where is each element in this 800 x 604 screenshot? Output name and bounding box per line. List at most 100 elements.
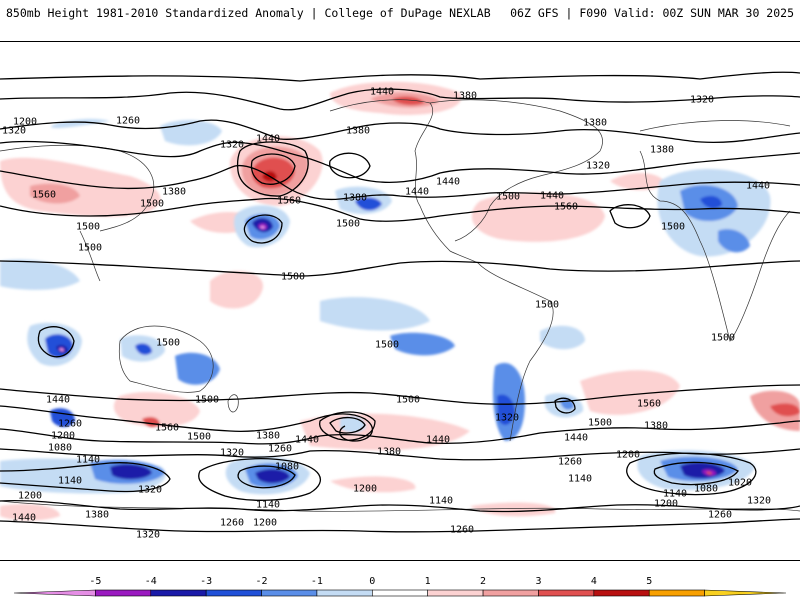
contour-label: 1320 (747, 496, 771, 507)
contour-label: 1140 (58, 476, 82, 487)
colorbar-tick-label: 1 (425, 576, 431, 587)
contour-label: 1320 (2, 126, 26, 137)
colorbar-segment (593, 589, 650, 597)
contour-label: 1500 (187, 432, 211, 443)
contour-label: 1440 (295, 435, 319, 446)
map-panel: 1440 1380 1320 1200 1320 1260 1380 1380 1440 1320… (0, 41, 800, 561)
contour-label: 1500 (661, 222, 685, 233)
contour-label: 1440 (370, 87, 394, 98)
contour-label: 1260 (58, 419, 82, 430)
colorbar-tick-label: -2 (256, 576, 268, 587)
contour-label: 1080 (275, 462, 299, 473)
colorbar-tick-label: 2 (480, 576, 486, 587)
contour-label: 1500 (195, 395, 219, 406)
contour-label: 1320 (220, 140, 244, 151)
contour-label: 1320 (690, 95, 714, 106)
colorbar-segment (150, 589, 207, 597)
contour-label: 1560 (155, 423, 179, 434)
contour-label: 1380 (85, 510, 109, 521)
contour-label: 1320 (220, 448, 244, 459)
contour-label: 1500 (375, 340, 399, 351)
contour-label: 1380 (162, 187, 186, 198)
coastlines (0, 99, 800, 512)
contour-label: 1440 (746, 181, 770, 192)
colorbar-segment (427, 589, 484, 597)
contour-label: 1380 (346, 126, 370, 137)
contour-label: 1320 (495, 413, 519, 424)
positive-anomaly-shading (0, 81, 800, 521)
colorbar-segment (13, 589, 96, 597)
contour-label: 1560 (32, 190, 56, 201)
contour-label: 1440 (564, 433, 588, 444)
contour-label: 1140 (256, 500, 280, 511)
contour-label: 1500 (396, 395, 420, 406)
colorbar-tick-label: -3 (200, 576, 212, 587)
contour-label: 1200 (51, 431, 75, 442)
contour-label: 1200 (13, 117, 37, 128)
contour-label: 1260 (220, 518, 244, 529)
colorbar-tick-label: 4 (591, 576, 597, 587)
contour-label: 1380 (343, 193, 367, 204)
height-contours (0, 71, 800, 533)
contour-label: 1260 (450, 525, 474, 536)
contour-label: 1380 (256, 431, 280, 442)
contour-label: 1500 (140, 199, 164, 210)
contour-labels: 1440 1380 13201200132012601380138014401320… (2, 87, 771, 541)
colorbar-graphic: -5 -4 -3 -2 -1 0 1 2 3 4 5 (13, 576, 787, 597)
contour-label: 1500 (78, 243, 102, 254)
contour-label: 1200 (18, 491, 42, 502)
contour-label: 1320 (138, 485, 162, 496)
colorbar-tick-label: 5 (646, 576, 652, 587)
contour-label: 1560 (554, 202, 578, 213)
contour-label: 1440 (426, 435, 450, 446)
colorbar: -5 -4 -3 -2 -1 0 1 2 3 4 5 (0, 566, 800, 600)
contour-label: 1440 (540, 191, 564, 202)
colorbar-segment (538, 589, 595, 597)
contour-label: 1380 (377, 447, 401, 458)
colorbar-segment (95, 589, 152, 597)
contour-label: 1440 (436, 177, 460, 188)
contour-label: 1500 (711, 333, 735, 344)
contour-label: 1380 (583, 118, 607, 129)
contour-label: 1380 (644, 421, 668, 432)
contour-label: 1140 (663, 489, 687, 500)
colorbar-segment (316, 589, 373, 597)
contour-label: 1440 (46, 395, 70, 406)
contour-label: 1380 (650, 145, 674, 156)
colorbar-tick-label: -4 (145, 576, 157, 587)
colorbar-segment (648, 589, 705, 597)
colorbar-segment (261, 589, 318, 597)
product-title: 850mb Height 1981-2010 Standardized Anom… (6, 6, 491, 20)
contour-label: 1260 (116, 116, 140, 127)
contour-label: 1200 (353, 484, 377, 495)
contour-label: 1140 (568, 474, 592, 485)
contour-label: 1500 (336, 219, 360, 230)
colorbar-segment (482, 589, 539, 597)
contour-label: 1560 (637, 399, 661, 410)
colorbar-segment (704, 589, 787, 597)
colorbar-tick-label: -1 (311, 576, 323, 587)
contour-label: 1320 (136, 530, 160, 541)
contour-label: 1440 (405, 187, 429, 198)
contour-label: 1560 (277, 196, 301, 207)
contour-label: 1440 (256, 134, 280, 145)
colorbar-segment (205, 589, 262, 597)
contour-label: 1140 (429, 496, 453, 507)
contour-label: 1260 (708, 510, 732, 521)
contour-label: 1500 (76, 222, 100, 233)
contour-label: 1500 (535, 300, 559, 311)
anomaly-map: 1440 1380 13201200132012601380138014401320… (0, 71, 800, 541)
contour-label: 1260 (268, 444, 292, 455)
map-header: 850mb Height 1981-2010 Standardized Anom… (0, 0, 800, 24)
contour-label: 1500 (156, 338, 180, 349)
valid-time: 06Z GFS | F090 Valid: 00Z SUN MAR 30 202… (510, 6, 794, 20)
contour-label: 1380 (453, 91, 477, 102)
contour-label: 1200 (654, 499, 678, 510)
contour-label: 1320 (586, 161, 610, 172)
contour-label: 1020 (728, 478, 752, 489)
contour-label: 1260 (558, 457, 582, 468)
colorbar-segment (372, 589, 428, 597)
contour-label: 1080 (48, 443, 72, 454)
contour-label: 1500 (588, 418, 612, 429)
contour-label: 1500 (281, 272, 305, 283)
